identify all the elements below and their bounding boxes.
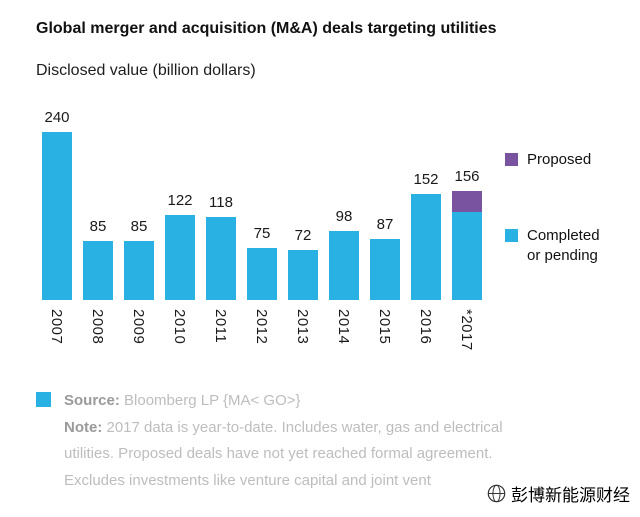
globe-icon xyxy=(487,484,506,503)
bar-value-label: 72 xyxy=(294,226,312,244)
bar-segment-completed xyxy=(370,239,400,300)
source-label: Source: xyxy=(64,392,120,409)
x-tick-label: 2013 xyxy=(294,309,311,345)
note-line-3: Excludes investments like venture capita… xyxy=(64,471,431,489)
bar-segment-completed xyxy=(165,214,195,300)
bar-value-label: 75 xyxy=(253,224,271,242)
bar-segment-completed xyxy=(42,132,72,300)
bar-value-label: 85 xyxy=(130,217,148,235)
bar-segment-proposed xyxy=(452,190,482,212)
source-note-block: Source: Bloomberg LP {MA< GO>} Note: 201… xyxy=(36,388,616,494)
bar-value-label: 152 xyxy=(413,170,439,188)
source-line: Source: Bloomberg LP {MA< GO>} xyxy=(36,388,616,415)
watermark-text: 彭博新能源财经 xyxy=(511,486,630,505)
x-tick-label: 2014 xyxy=(335,309,352,345)
bar-segment-completed xyxy=(329,231,359,300)
legend-completed-label: Completed or pending xyxy=(527,227,600,264)
bar-segment-completed xyxy=(83,240,113,300)
bar-value-label: 122 xyxy=(167,191,193,209)
x-tick-label: *2017 xyxy=(458,309,475,351)
bar-value-label: 240 xyxy=(44,109,70,126)
bar-value-label: 85 xyxy=(89,217,107,235)
note-line-1: Note: 2017 data is year-to-date. Include… xyxy=(64,418,503,436)
x-tick-label: 2009 xyxy=(130,309,147,345)
watermark: 彭博新能源财经 xyxy=(477,476,634,511)
legend-proposed-swatch xyxy=(505,153,518,166)
source-swatch xyxy=(36,392,51,407)
x-tick-label: 2010 xyxy=(171,309,188,345)
bar-value-label: 98 xyxy=(335,208,353,226)
x-tick-label: 2008 xyxy=(89,309,106,345)
x-tick-label: 2016 xyxy=(417,309,434,345)
bar-value-label: 87 xyxy=(376,216,394,234)
legend-proposed-label: Proposed xyxy=(527,151,592,168)
x-tick-label: 2012 xyxy=(253,309,270,345)
bar-segment-completed xyxy=(206,217,236,300)
bar-segment-completed xyxy=(247,247,277,300)
bar-segment-completed xyxy=(288,249,318,300)
bar-value-label: 156 xyxy=(454,167,480,185)
x-tick-label: 2011 xyxy=(212,309,229,344)
bar-segment-completed xyxy=(124,240,154,300)
chart-subtitle: Disclosed value (billion dollars) xyxy=(36,62,256,79)
note-line-2: utilities. Proposed deals have not yet r… xyxy=(64,445,493,462)
note-label: Note: xyxy=(64,418,103,436)
x-tick-label: 2007 xyxy=(48,309,65,345)
source-text: Bloomberg LP {MA< GO>} xyxy=(119,392,301,409)
bar-segment-completed xyxy=(452,211,482,300)
legend-completed-swatch xyxy=(505,229,518,242)
chart-title: Global merger and acquisition (M&A) deal… xyxy=(36,20,497,37)
legend-item-completed: Completed or pending xyxy=(505,226,615,266)
x-tick-label: 2015 xyxy=(376,309,393,345)
legend-item-proposed: Proposed xyxy=(505,150,591,170)
bar-value-label: 118 xyxy=(209,194,233,212)
bar-segment-completed xyxy=(411,193,441,300)
